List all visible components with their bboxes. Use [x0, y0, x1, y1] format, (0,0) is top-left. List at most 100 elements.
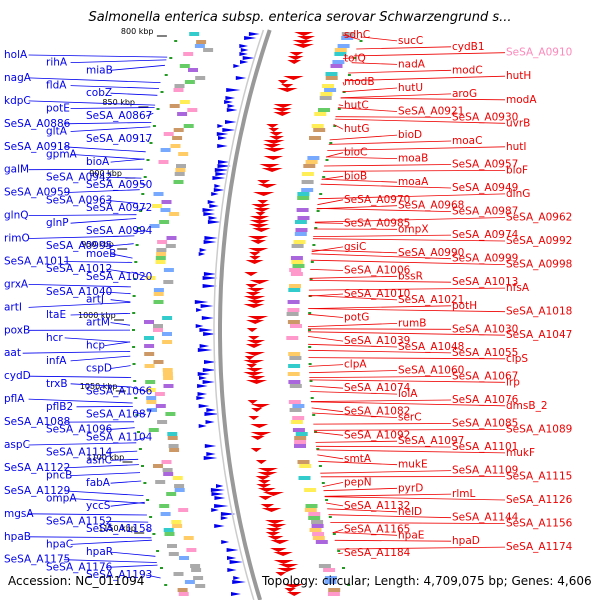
reverse-gene [287, 60, 302, 64]
reverse-gene [257, 180, 271, 184]
label-leader-line [323, 487, 398, 492]
label-leader-line [310, 269, 344, 271]
label-leader-line [311, 249, 398, 254]
gene-label: SeSA_A0910 [506, 47, 572, 59]
label-leader-line [28, 375, 132, 378]
label-leader-line [340, 97, 506, 101]
cog-tile [146, 400, 157, 404]
label-leader-line [110, 501, 145, 507]
reverse-gene [249, 256, 261, 260]
cog-tile [162, 316, 173, 320]
cog-tile [186, 548, 197, 552]
tick-dot [337, 108, 341, 110]
label-leader-line [110, 64, 165, 71]
label-leader-line [28, 284, 131, 288]
label-leader-line [332, 532, 398, 536]
tick-dot [312, 414, 316, 416]
cog-tile [311, 524, 324, 528]
cog-tile [203, 48, 214, 52]
gene-label: ltaE [46, 309, 66, 321]
cog-tile [301, 180, 314, 184]
label-leader-line [345, 75, 506, 82]
cog-tile [314, 112, 327, 116]
forward-gene [202, 284, 217, 288]
cog-tile [289, 268, 302, 272]
gene-label: SeSA_A1048 [398, 341, 464, 353]
label-leader-line [110, 253, 133, 259]
reverse-gene [267, 536, 284, 540]
cog-tile [313, 128, 326, 132]
tick-dot [135, 244, 139, 246]
gene-label: pyrD [398, 482, 423, 494]
cog-tile [286, 312, 299, 316]
cog-tile [288, 352, 301, 356]
label-leader-line [327, 146, 506, 151]
forward-gene [214, 496, 226, 500]
forward-gene [199, 248, 207, 252]
cog-tile [291, 244, 304, 248]
label-leader-line [63, 189, 140, 193]
gene-label: glnQ [4, 210, 29, 222]
reverse-gene [269, 132, 283, 136]
tick-dot [132, 363, 136, 365]
gene-label: SeSA_A1040 [46, 286, 112, 298]
cog-tile [293, 240, 306, 244]
forward-gene [203, 212, 216, 216]
cog-tile [162, 340, 173, 344]
tick-dot [325, 499, 329, 501]
forward-gene [239, 44, 248, 48]
cog-tile [289, 356, 302, 360]
cog-tile [168, 552, 179, 556]
gene-label: ompA [46, 493, 77, 505]
label-leader-line [316, 449, 506, 454]
label-leader-line [131, 271, 147, 278]
gene-label: artJ [86, 294, 104, 306]
scale-tick-label: 850 kbp [102, 98, 135, 107]
cog-tile [172, 524, 183, 528]
label-leader-line [140, 183, 147, 186]
cog-tile [303, 164, 316, 168]
tick-dot [316, 210, 320, 212]
tick-dot [322, 176, 326, 178]
label-leader-line [63, 559, 157, 563]
gene-label: SeSA_A1152 [46, 516, 112, 528]
label-leader-line [105, 427, 135, 431]
forward-gene [225, 120, 237, 124]
tick-dot [319, 193, 323, 195]
forward-gene [202, 208, 215, 212]
gene-label: SeSA_A1104 [86, 431, 153, 443]
gene-label: hpaE [398, 529, 424, 541]
cog-tile [288, 380, 301, 384]
label-leader-line [63, 261, 133, 263]
label-leader-line [110, 92, 158, 96]
gene-label: SeSA_A0995 [46, 240, 112, 252]
tick-dot [308, 329, 311, 331]
forward-gene [233, 576, 241, 580]
reverse-gene [263, 140, 285, 144]
tick-dot [325, 159, 329, 161]
cog-tile [332, 60, 345, 64]
gene-label: trxB [46, 378, 68, 390]
label-leader-line [105, 177, 142, 179]
cog-tile [320, 92, 333, 96]
cog-tile [160, 512, 171, 516]
forward-gene [196, 396, 206, 400]
tick-dot [316, 448, 320, 450]
label-leader-line [64, 337, 131, 343]
tick-dot [135, 414, 139, 416]
forward-gene [203, 272, 216, 276]
tick-dot [149, 142, 153, 144]
cog-tile [154, 392, 165, 396]
gene-label: potG [344, 312, 369, 324]
reverse-gene [246, 340, 266, 344]
reverse-gene [268, 128, 280, 132]
cog-tile [156, 252, 167, 256]
cog-tile [187, 108, 198, 112]
gene-label: SeSA_A0921 [398, 106, 464, 118]
tick-dot [169, 57, 173, 59]
forward-gene [199, 376, 207, 380]
gene-label: SeSA_A1101 [452, 441, 518, 453]
cog-tile [168, 444, 179, 448]
forward-gene [197, 392, 208, 396]
tick-dot [310, 261, 314, 263]
